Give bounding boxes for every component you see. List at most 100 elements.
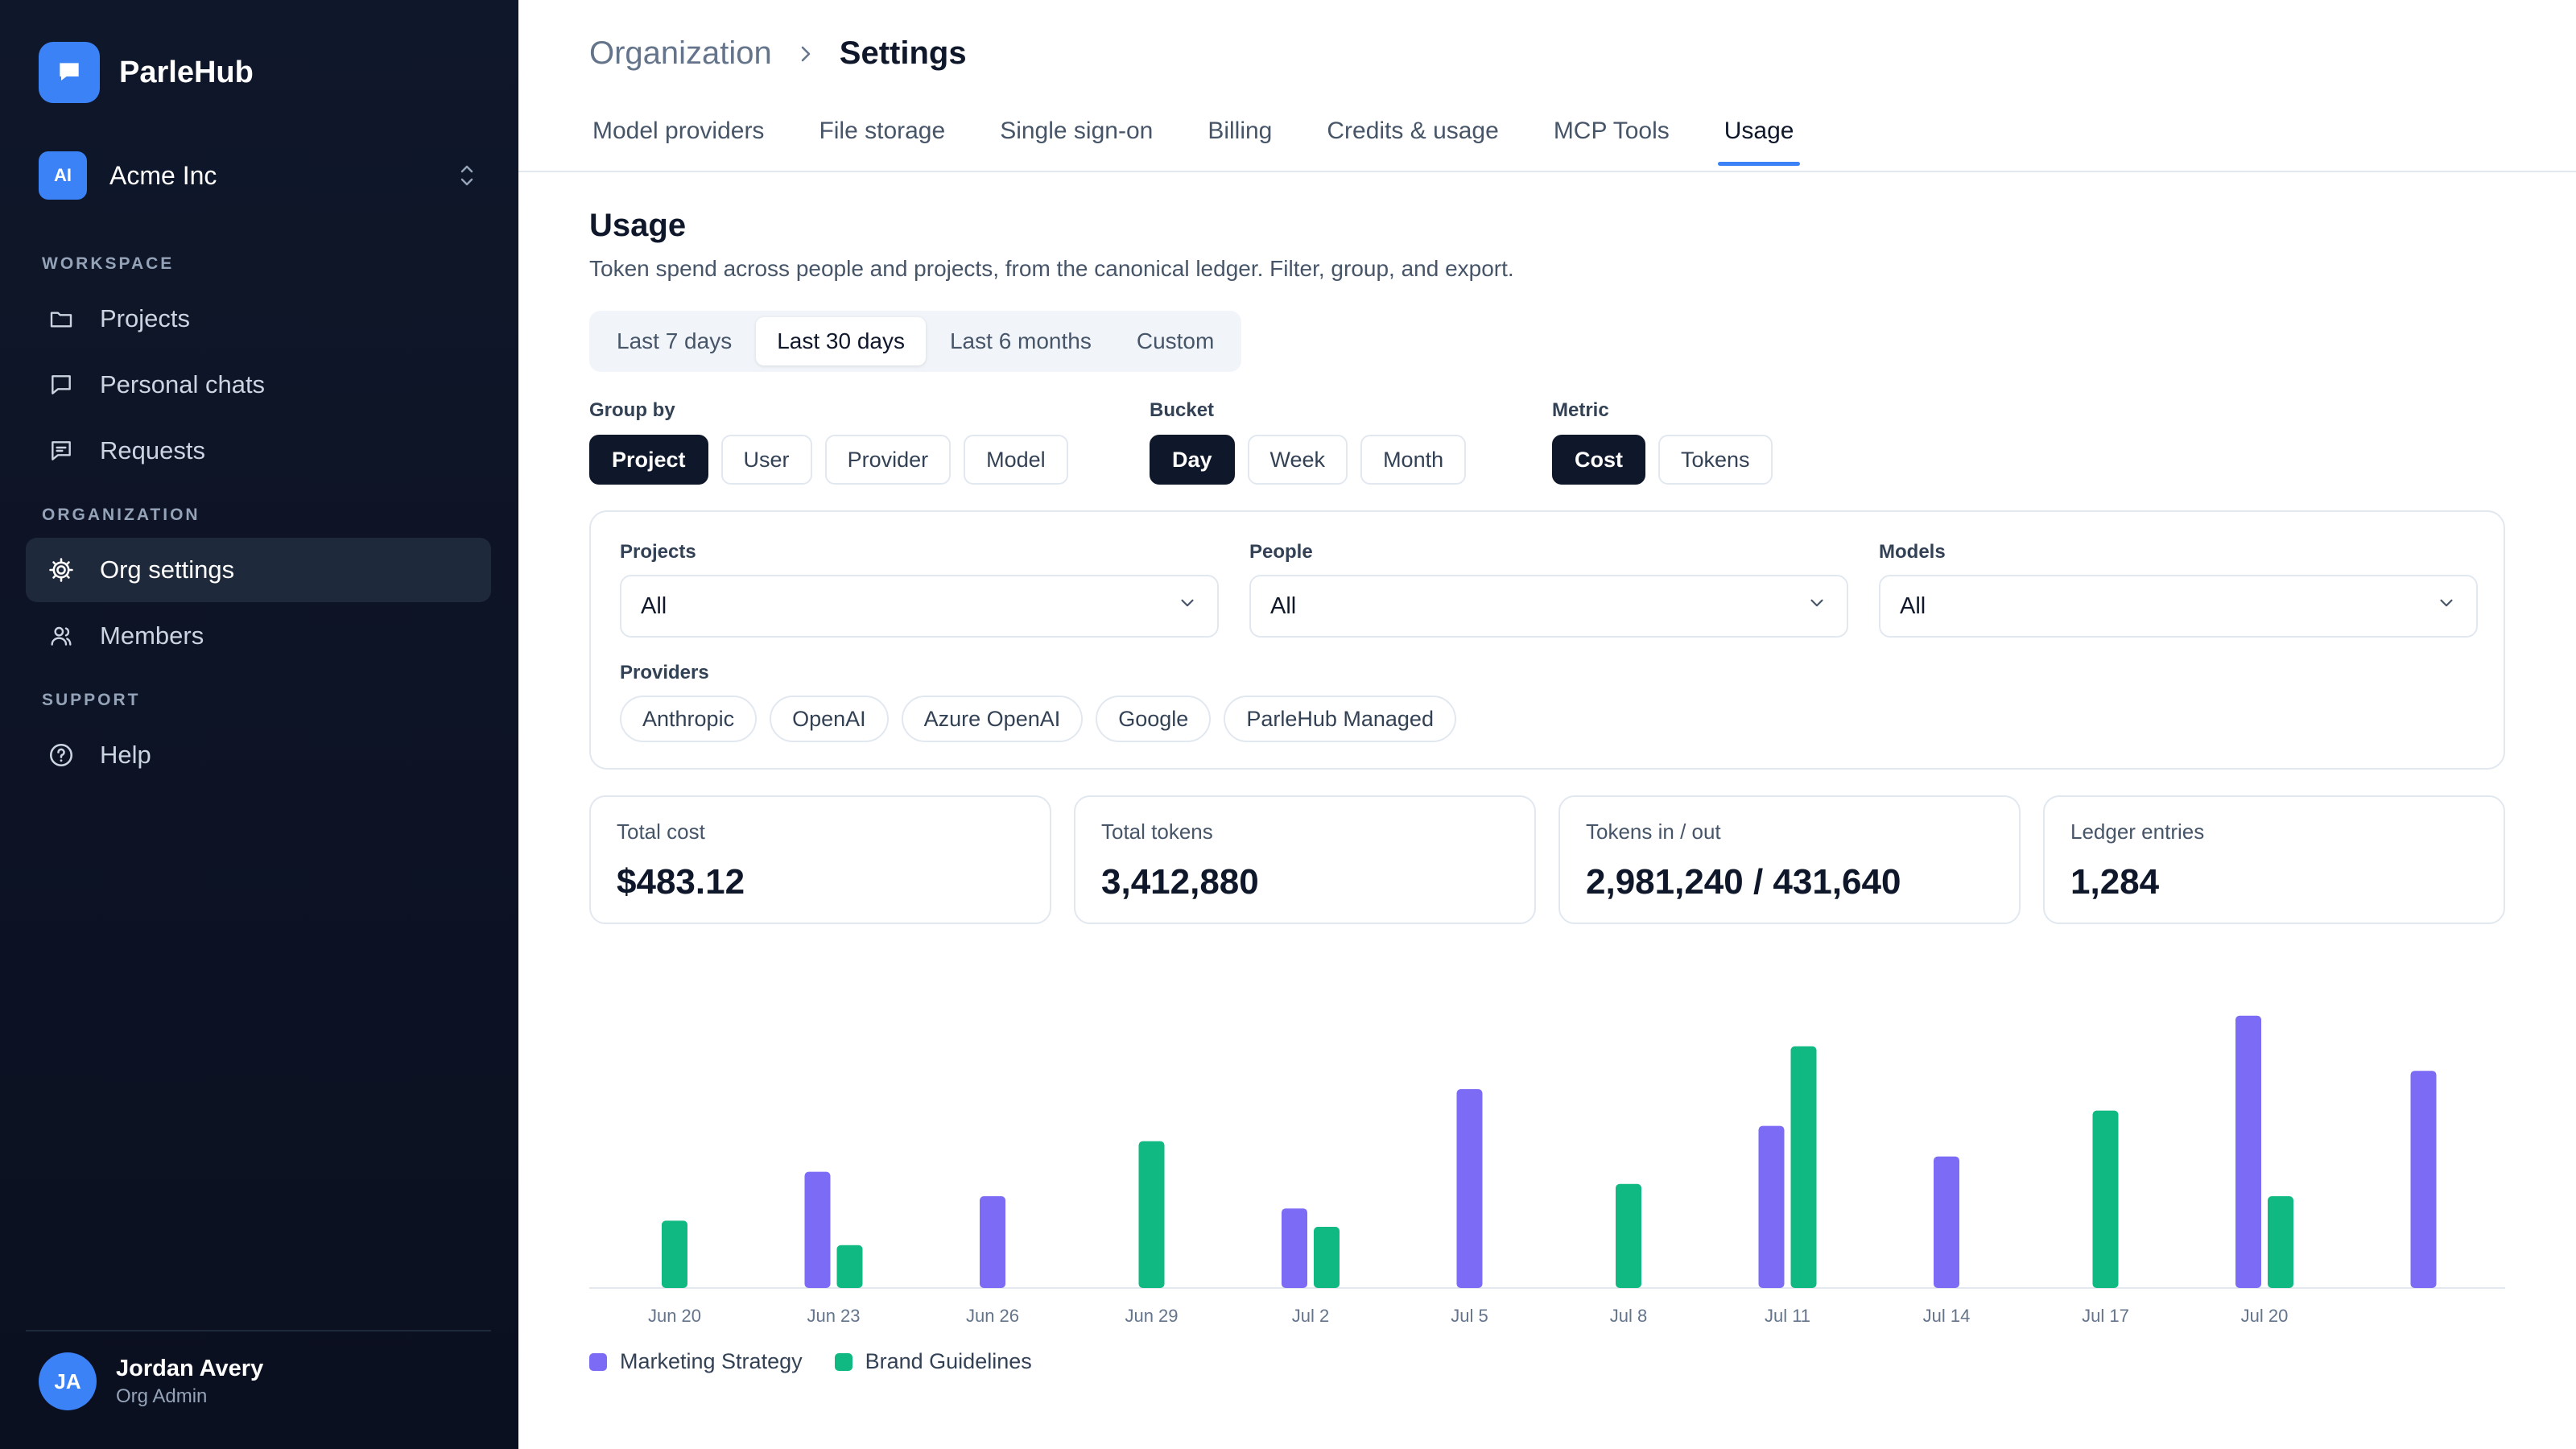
chart-bar[interactable] [836, 1245, 863, 1288]
sidebar: ParleHub AI Acme Inc WORKSPACE Projects … [0, 0, 518, 1449]
chevron-right-icon [795, 43, 817, 65]
x-tick-label: Jul 14 [1923, 1306, 1971, 1326]
app-logo-icon [39, 42, 100, 103]
bucket-day-button[interactable]: Day [1150, 435, 1235, 485]
chart-bar[interactable] [1790, 1046, 1817, 1288]
page-title: Usage [589, 208, 687, 243]
x-tick-label: Jul 8 [1610, 1306, 1647, 1326]
tab-usage[interactable]: Usage [1717, 113, 1801, 166]
brand[interactable]: ParleHub [39, 42, 254, 103]
stat-card-tokens-in-out: Tokens in / out 2,981,240 / 431,640 [1558, 795, 2021, 924]
chart-bar[interactable] [2092, 1110, 2119, 1288]
x-tick-label: Jun 29 [1125, 1306, 1178, 1326]
stat-card-total-tokens: Total tokens 3,412,880 [1074, 795, 1536, 924]
x-tick-label: Jul 17 [2082, 1306, 2129, 1326]
tab-billing[interactable]: Billing [1208, 118, 1273, 144]
filters-panel: Projects All People All Models All Provi… [589, 510, 2505, 770]
chart-bar[interactable] [2410, 1071, 2437, 1288]
range-last-6-months[interactable]: Last 6 months [949, 328, 1092, 353]
sidebar-item-members[interactable]: Members [26, 604, 491, 668]
people-filter-label: People [1249, 541, 1313, 563]
breadcrumb-parent[interactable]: Organization [589, 35, 772, 71]
tab-credits-usage[interactable]: Credits & usage [1327, 118, 1499, 144]
x-tick-label: Jun 20 [648, 1306, 701, 1326]
x-tick-label: Jul 5 [1451, 1306, 1488, 1326]
chart-bar[interactable] [1138, 1141, 1165, 1288]
stat-card-ledger-entries: Ledger entries 1,284 [2043, 795, 2505, 924]
people-select[interactable]: All [1249, 575, 1848, 638]
metric-tokens-button[interactable]: Tokens [1658, 435, 1773, 485]
x-tick-label: Jul 20 [2241, 1306, 2289, 1326]
legend-label: Brand Guidelines [865, 1349, 1032, 1373]
user-profile[interactable]: JA Jordan Avery Org Admin [39, 1352, 263, 1410]
sidebar-item-org-settings[interactable]: Org settings [26, 538, 491, 602]
sidebar-item-label: Personal chats [100, 370, 266, 398]
provider-chip-parlehub-managed[interactable]: ParleHub Managed [1224, 696, 1456, 742]
group-by-project-button[interactable]: Project [589, 435, 708, 485]
stat-value: $483.12 [617, 862, 745, 902]
provider-chip-google[interactable]: Google [1096, 696, 1212, 742]
legend-label: Marketing Strategy [620, 1349, 803, 1373]
tab-file-storage[interactable]: File storage [819, 118, 946, 144]
group-by-user-button[interactable]: User [720, 435, 812, 485]
tabs-divider [518, 171, 2576, 172]
org-name: Acme Inc [109, 160, 217, 190]
metric-label: Metric [1552, 399, 1609, 421]
tab-model-providers[interactable]: Model providers [592, 118, 765, 144]
stat-label: Tokens in / out [1586, 819, 1721, 844]
chart-bar[interactable] [804, 1171, 831, 1288]
sidebar-item-label: Org settings [100, 555, 235, 584]
legend-item[interactable]: Marketing Strategy [589, 1349, 803, 1374]
sidebar-item-label: Help [100, 741, 151, 769]
sidebar-item-help[interactable]: Help [26, 723, 491, 787]
people-select-value: All [1270, 592, 1297, 619]
folder-icon [47, 304, 76, 333]
page-subtitle: Token spend across people and projects, … [589, 256, 1514, 281]
bucket-week-button[interactable]: Week [1247, 435, 1348, 485]
provider-chip-azure-openai[interactable]: Azure OpenAI [901, 696, 1084, 742]
metric-cost-button[interactable]: Cost [1552, 435, 1645, 485]
chart-bar[interactable] [1616, 1183, 1641, 1288]
chart-legend: Marketing Strategy Brand Guidelines [589, 1349, 1032, 1374]
range-last-30-days[interactable]: Last 30 days [756, 317, 926, 365]
sidebar-divider [26, 1330, 491, 1331]
chevron-down-icon [1806, 592, 1827, 620]
sidebar-item-personal-chats[interactable]: Personal chats [26, 353, 491, 417]
legend-swatch [589, 1352, 607, 1371]
chart-bar[interactable] [2235, 1015, 2261, 1288]
tab-single-sign-on[interactable]: Single sign-on [1000, 118, 1154, 144]
legend-item[interactable]: Brand Guidelines [834, 1349, 1032, 1374]
section-label-workspace: WORKSPACE [42, 254, 175, 273]
provider-chip-anthropic[interactable]: Anthropic [620, 696, 758, 742]
range-custom[interactable]: Custom [1136, 328, 1215, 353]
chart-bar[interactable] [1758, 1125, 1785, 1288]
chart-bar[interactable] [2268, 1196, 2293, 1288]
chart-bar[interactable] [980, 1196, 1005, 1288]
sidebar-item-label: Requests [100, 436, 205, 464]
chart-bar[interactable] [1934, 1156, 1959, 1288]
range-last-7-days[interactable]: Last 7 days [617, 328, 733, 353]
chart-bar[interactable] [662, 1220, 687, 1288]
sidebar-item-label: Projects [100, 304, 190, 332]
legend-swatch [834, 1352, 852, 1371]
models-select[interactable]: All [1879, 575, 2478, 638]
chevron-up-down-icon [454, 159, 480, 192]
x-tick-label: Jul 2 [1292, 1306, 1329, 1326]
org-switcher[interactable]: AI Acme Inc [39, 148, 480, 203]
breadcrumb: Organization Settings [589, 35, 967, 72]
bucket-month-button[interactable]: Month [1360, 435, 1467, 485]
gear-icon [47, 555, 76, 584]
group-by-model-button[interactable]: Model [964, 435, 1068, 485]
projects-select[interactable]: All [620, 575, 1219, 638]
chart-bar[interactable] [1314, 1227, 1340, 1288]
sidebar-item-projects[interactable]: Projects [26, 287, 491, 351]
stat-label: Ledger entries [2070, 819, 2205, 844]
chart-bar[interactable] [1456, 1089, 1483, 1288]
group-by-provider-button[interactable]: Provider [824, 435, 952, 485]
chart-bar[interactable] [1282, 1208, 1307, 1288]
avatar: JA [39, 1352, 97, 1410]
sidebar-item-requests[interactable]: Requests [26, 419, 491, 483]
user-name: Jordan Avery [116, 1355, 264, 1381]
provider-chip-openai[interactable]: OpenAI [770, 696, 889, 742]
tab-mcp-tools[interactable]: MCP Tools [1553, 118, 1670, 144]
